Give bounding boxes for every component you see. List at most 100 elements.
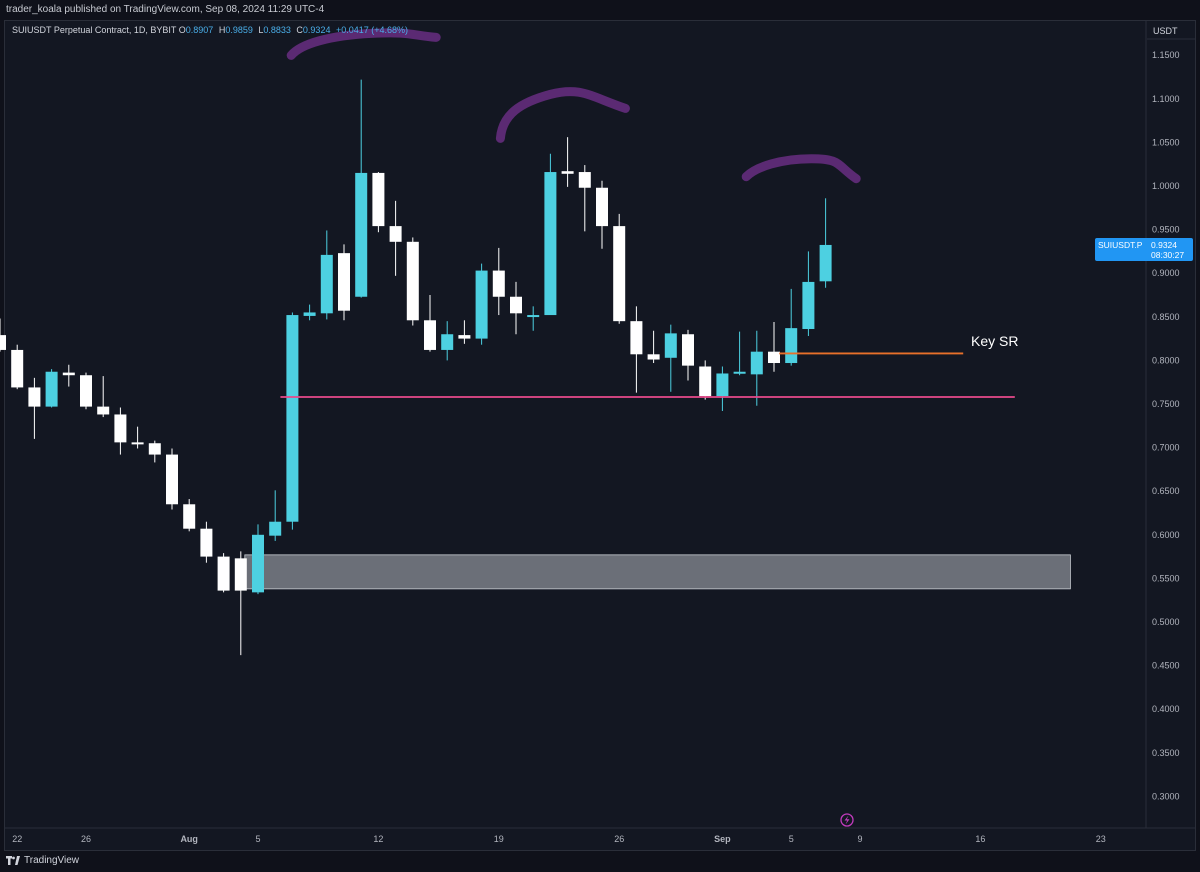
time-tick-label: 12: [373, 834, 383, 844]
brand-label: TradingView: [24, 855, 80, 866]
price-tick-label: 1.0000: [1152, 181, 1180, 191]
candle-body: [148, 443, 161, 455]
candle-body: [596, 187, 608, 227]
candle-body: [613, 226, 626, 322]
price-tick-label: 1.0500: [1152, 137, 1180, 147]
candle-body: [510, 296, 522, 314]
time-axis[interactable]: 22 26 Aug 5 12 19 26 Sep 5 9 16 23: [5, 827, 1195, 844]
legend-close: 0.9324: [302, 25, 331, 35]
candle-body: [682, 334, 694, 366]
candle-body: [183, 504, 196, 529]
legend-open-label: O: [178, 25, 186, 35]
price-tick-label: 0.5500: [1152, 573, 1180, 583]
time-tick-label: 26: [81, 834, 91, 844]
candle-body: [131, 442, 144, 445]
candle-body: [768, 351, 780, 364]
currency-label: USDT: [1153, 26, 1178, 36]
legend-open: 0.8907: [185, 25, 214, 35]
candle-body: [286, 315, 299, 522]
price-tick-label: 0.7500: [1152, 399, 1180, 409]
legend-low: 0.8833: [263, 25, 291, 35]
time-tick-label: 22: [12, 834, 22, 844]
candle-body: [527, 315, 540, 318]
price-tick-label: 0.6000: [1152, 530, 1180, 540]
last-price-badge: SUIUSDT.P 0.9324 08:30:27: [1095, 238, 1193, 261]
candle-body: [200, 528, 213, 557]
price-tick-label: 0.8000: [1152, 355, 1180, 365]
candle-body: [819, 244, 832, 282]
time-tick-label: 23: [1096, 834, 1106, 844]
key-sr-label: Key SR: [971, 333, 1018, 349]
price-tick-label: 1.1000: [1152, 94, 1180, 104]
hand-drawn-top-arc: [741, 154, 861, 184]
price-tick-label: 0.8500: [1152, 312, 1180, 322]
time-tick-label: 5: [255, 834, 260, 844]
demand-zone: [244, 554, 1071, 590]
candle-body: [492, 270, 505, 297]
countdown-value: 08:30:27: [1151, 250, 1184, 260]
lightning-icon[interactable]: [840, 813, 854, 827]
candle-body: [733, 371, 746, 374]
candle-body: [716, 373, 729, 397]
candle-body: [303, 312, 316, 316]
candle-body: [166, 454, 178, 505]
candle-body: [406, 241, 419, 321]
candle-body: [320, 254, 333, 314]
price-tick-group: 1.1500 1.1000 1.0500 1.0000 0.9500 0.9000 0.85…: [1152, 50, 1180, 801]
legend-low-label: L: [258, 25, 264, 35]
candle-body: [45, 371, 58, 407]
time-tick-label: 26: [614, 834, 624, 844]
candle-body: [234, 558, 247, 591]
candle-body: [355, 172, 368, 297]
price-tick-label: 0.4000: [1152, 704, 1180, 714]
time-tick-label: 9: [857, 834, 862, 844]
price-tick-label: 0.7000: [1152, 443, 1180, 453]
candle-body: [561, 171, 574, 174]
top-bar: trader_koala published on TradingView.co…: [0, 0, 1200, 20]
candle-body: [97, 406, 110, 415]
candle-body: [372, 172, 385, 227]
zone-group: [244, 554, 1071, 590]
candle-body: [217, 556, 230, 591]
price-tick-label: 0.9500: [1152, 225, 1180, 235]
time-tick-label: 16: [975, 834, 985, 844]
chart-frame[interactable]: [4, 20, 1196, 851]
candle-body: [544, 172, 557, 316]
legend-change: +0.0417 (+4.68%): [335, 25, 409, 35]
candle-body: [28, 387, 41, 407]
last-price-value: 0.9324: [1151, 240, 1177, 250]
candle-body: [389, 226, 402, 242]
time-tick-label: Aug: [180, 834, 198, 844]
candle-body: [475, 270, 488, 339]
time-tick-group: 22 26 Aug 5 12 19 26 Sep 5 9 16 23: [12, 834, 1106, 844]
legend-symbol: SUIUSDT Perpetual Contract, 1D, BYBIT: [12, 25, 177, 35]
symbol-legend: SUIUSDT Perpetual Contract, 1D, BYBIT O0…: [12, 25, 408, 35]
price-axis[interactable]: USDT 1.1500 1.1000 1.0500 1.0000 0.9500 0.900…: [1145, 20, 1195, 828]
hand-drawn-top-arc: [495, 87, 630, 143]
price-tick-label: 0.5000: [1152, 617, 1180, 627]
legend-high: 0.9859: [225, 25, 253, 35]
time-tick-label: 19: [494, 834, 504, 844]
hand-drawn-top-arc: [286, 28, 441, 60]
candle-body: [80, 375, 92, 407]
candle-body: [458, 335, 471, 339]
legend-high-label: H: [218, 25, 226, 35]
candle-body: [11, 349, 24, 388]
candle-body: [630, 321, 643, 355]
candle-body: [114, 414, 127, 443]
candle-body: [424, 320, 436, 350]
candle-body: [802, 281, 815, 330]
time-tick-label: Sep: [714, 834, 731, 844]
price-chart[interactable]: USDT 1.1500 1.1000 1.0500 1.0000 0.9500 0.900…: [0, 0, 1200, 852]
price-tick-label: 0.3000: [1152, 791, 1180, 801]
candle-body: [62, 372, 75, 376]
candle-body: [699, 366, 712, 397]
candle-body: [0, 335, 6, 350]
candle-body: [750, 351, 763, 375]
price-tick-label: 1.1500: [1152, 50, 1180, 60]
tradingview-icon: [6, 855, 20, 865]
candle-body: [441, 334, 454, 350]
tradingview-logo[interactable]: TradingView: [6, 855, 79, 866]
candle-body: [338, 253, 350, 311]
candle-body: [252, 534, 264, 593]
